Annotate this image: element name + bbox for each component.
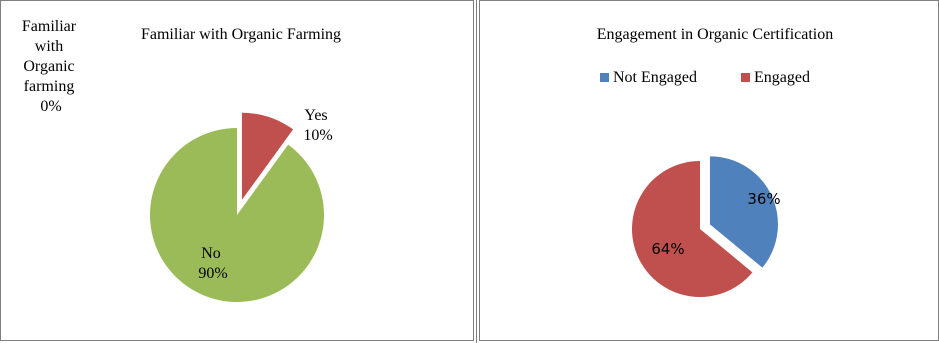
pie-slice-not-engaged bbox=[709, 156, 778, 268]
pie-chart-familiar: Familiar with Organic Farming Familiar w… bbox=[22, 18, 341, 302]
zero-slice-label: Familiar with Organic farming 0% bbox=[22, 18, 80, 115]
slice-label-no: No 90% bbox=[198, 245, 227, 282]
slice-label-yes: Yes 10% bbox=[303, 107, 332, 144]
legend-swatch-engaged bbox=[741, 73, 750, 82]
legend-swatch-not-engaged bbox=[600, 73, 609, 82]
slice-label-not-engaged: 36% bbox=[747, 190, 780, 208]
panel-divider bbox=[476, 0, 477, 343]
slice-label-engaged: 64% bbox=[651, 240, 684, 258]
legend-label-engaged: Engaged bbox=[754, 69, 810, 86]
legend: Not Engaged Engaged bbox=[600, 69, 810, 86]
chart-title: Engagement in Organic Certification bbox=[597, 26, 834, 43]
pie-slice-engaged bbox=[632, 161, 753, 297]
pie-chart-engagement: Engagement in Organic Certification Not … bbox=[597, 26, 834, 297]
legend-label-not-engaged: Not Engaged bbox=[613, 69, 697, 86]
chart-panel-engagement: Engagement in Organic Certification Not … bbox=[479, 0, 939, 341]
pie-slice-no bbox=[150, 128, 325, 302]
chart-panel-familiar: Familiar with Organic Farming Familiar w… bbox=[0, 0, 474, 341]
chart-title: Familiar with Organic Farming bbox=[141, 26, 341, 43]
pie-slice-yes bbox=[241, 112, 294, 200]
